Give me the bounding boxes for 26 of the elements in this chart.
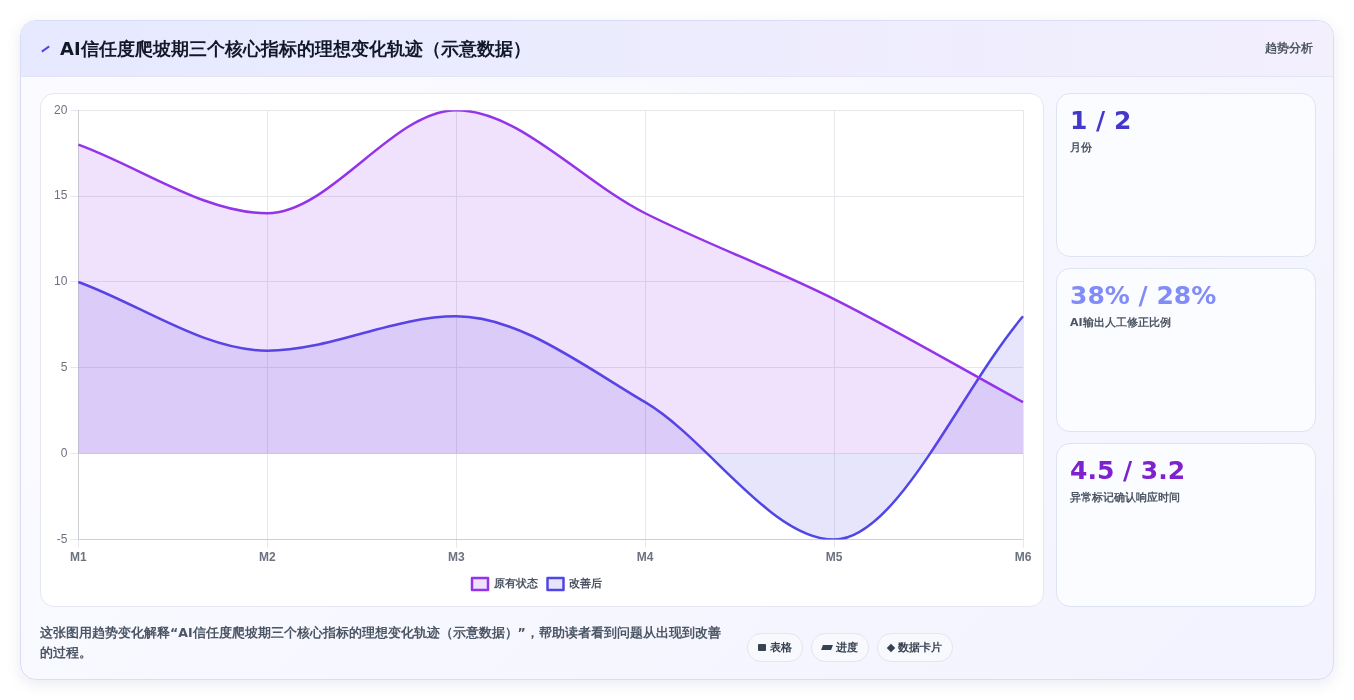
text: 趋势分析 [1265,41,1313,55]
text: 数据卡片 [898,640,942,655]
y-tick-label: 15 [53,188,68,203]
text: 4.5 / 3.2 [1070,456,1186,485]
text: 38% / 28% [1070,281,1217,310]
x-tick-label: M1 [70,550,88,565]
y-tick-label: -5 [56,531,68,546]
x-tick-label: M6 [1014,550,1032,565]
y-tick-label: 10 [53,274,68,289]
x-tick-label: M5 [825,550,843,565]
text: 表格 [770,640,792,655]
text: AI输出人工修正比例 [1070,315,1171,330]
y-tick-label: 0 [60,446,68,461]
x-tick-label: M2 [258,550,276,565]
text: 进度 [836,640,858,655]
text: 异常标记确认响应时间 [1070,490,1180,505]
chart-title: AI信任度爬坡期三个核心指标的理想变化轨迹（示意数据） [60,36,531,61]
text: 1 / 2 [1070,106,1132,135]
x-tick-label: M4 [636,550,654,565]
x-tick-label: M3 [447,550,465,565]
legend-label: 原有状态 [492,576,539,590]
text: 这张图用趋势变化解释“AI信任度爬坡期三个核心指标的理想变化轨迹（示意数据）”，帮助读者看到问题从出现到改善的过程。 [40,624,722,662]
y-tick-label: 5 [60,360,68,375]
text: 月份 [1070,140,1092,155]
y-tick-label: 20 [53,102,68,117]
legend-label: 改善后 [569,576,602,590]
